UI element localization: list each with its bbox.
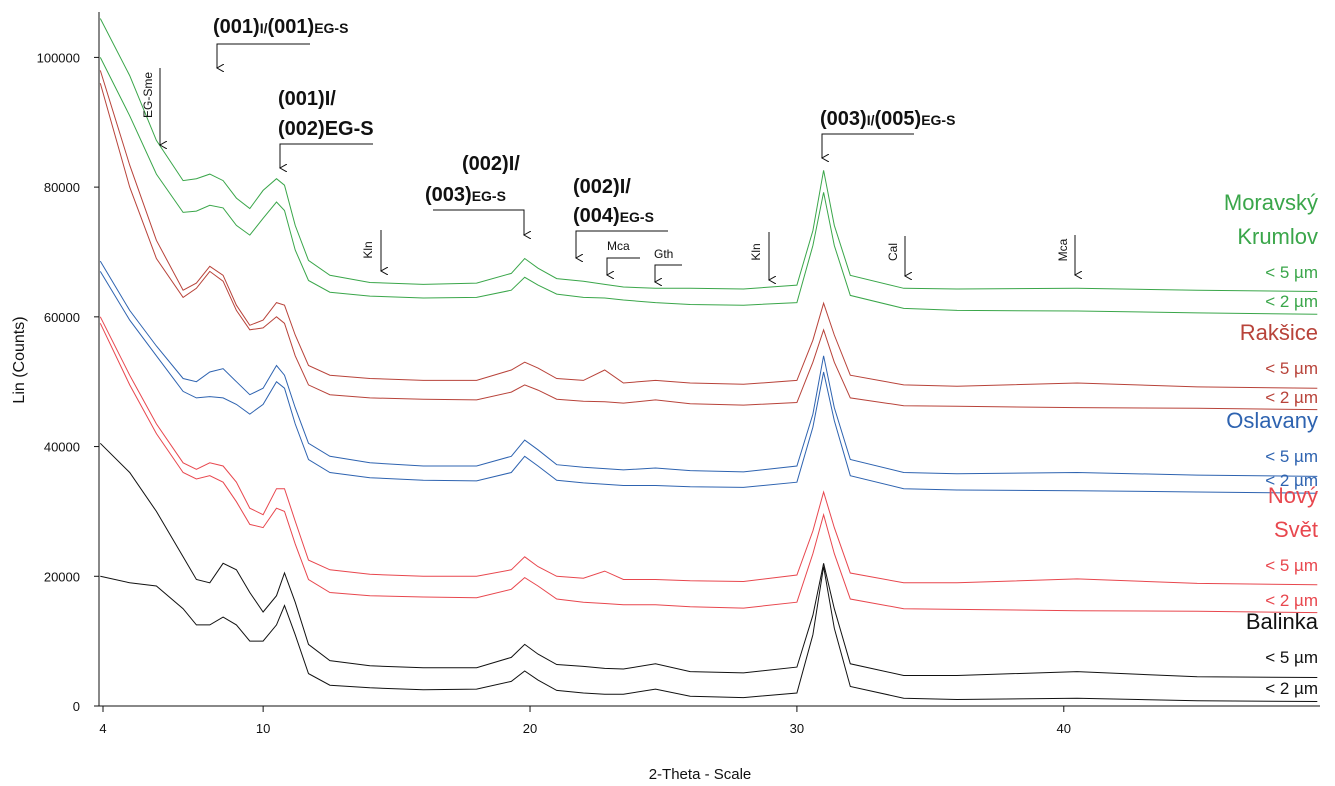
series-line: [99, 442, 1318, 678]
y-tick-label: 100000: [37, 50, 80, 65]
arrow: [822, 133, 914, 158]
series-line: [99, 316, 1318, 586]
series-line: [99, 323, 1318, 614]
marker-label: Mca: [1056, 238, 1070, 261]
arrow: [607, 257, 640, 275]
annotation-part: EG-S: [921, 112, 955, 128]
annotation-part: (005): [874, 108, 921, 130]
legend-entry: < 2 µm: [1265, 292, 1318, 312]
arrow: [576, 230, 668, 258]
y-axis-title: Lin (Counts): [11, 316, 28, 403]
annotation-part: (004): [573, 205, 620, 227]
annotation-part: EG-S: [620, 209, 654, 225]
annotation-part: EG-S: [472, 188, 506, 204]
y-tick-label: 20000: [44, 569, 80, 584]
annotation-part: (003): [820, 108, 867, 130]
series-line: [99, 271, 1318, 494]
annotation: (002)I/: [462, 153, 520, 175]
series-line: [99, 70, 1318, 389]
x-axis-title: 2-Theta - Scale: [649, 766, 752, 783]
series-line: [99, 83, 1318, 411]
legend-group: Nový Svět: [1267, 482, 1318, 542]
legend-entry: Rakšice < 5 µm: [1240, 316, 1318, 386]
annotation-part: EG-S: [314, 20, 348, 36]
x-tick-label: 30: [790, 721, 804, 736]
series-line: [99, 260, 1318, 477]
axes: 0 20000 40000 60000 80000 100000 4 10 20 30 40: [37, 12, 1320, 736]
x-tick-label: 10: [256, 721, 270, 736]
legend-series: < 5 µm: [1265, 359, 1318, 379]
marker-label: Kln: [749, 243, 763, 260]
arrow: [433, 209, 524, 235]
legend-entry: Balinka < 5 µm: [1246, 605, 1318, 675]
legend-series: < 5 µm: [1265, 555, 1318, 575]
y-tick-label: 60000: [44, 310, 80, 325]
annotation-part: (001): [267, 16, 314, 38]
plot: [99, 18, 1318, 702]
annotation: (002)EG-S: [278, 118, 374, 140]
legend-entry: Oslavany < 5 µm: [1226, 404, 1318, 474]
marker-label: Mca: [607, 239, 630, 253]
legend-entry: < 2 µm: [1265, 679, 1318, 699]
legend-group: Rakšice: [1239, 320, 1318, 346]
annotation: (002)I/: [573, 176, 631, 198]
annotation: (003)EG-S: [425, 184, 506, 206]
arrow: [655, 264, 682, 282]
annotations: (001)I/(001)EG-S (001)I/ (002)EG-S (002)…: [141, 16, 1075, 282]
legend-entry: < 2 µm: [1265, 387, 1318, 407]
annotation-part: I/: [260, 20, 268, 36]
legend-series: < 5 µm: [1265, 447, 1318, 467]
marker-label: Cal: [886, 243, 900, 261]
series-line: [99, 57, 1318, 315]
marker-label: EG-Sme: [141, 72, 155, 118]
annotation: (004)EG-S: [573, 205, 654, 227]
legend-series: < 5 µm: [1265, 648, 1318, 668]
legend-group: Balinka: [1245, 609, 1318, 635]
legend-entry: < 2 µm: [1265, 471, 1318, 491]
marker-label: Kln: [361, 241, 375, 258]
annotation-part: (003): [425, 184, 472, 206]
legend-entry: Nový Svět < 5 µm: [1265, 479, 1318, 583]
x-tick-label: 20: [523, 721, 537, 736]
legend-group: Moravský Krumlov: [1223, 189, 1318, 249]
annotation-part: (001): [213, 16, 260, 38]
marker-label: Gth: [654, 247, 673, 261]
annotation: (003)I/(005)EG-S: [820, 108, 955, 130]
y-tick-label: 40000: [44, 440, 80, 455]
y-tick-label: 80000: [44, 180, 80, 195]
y-tick-label: 0: [73, 699, 80, 714]
legend-entry: Moravský Krumlov < 5 µm: [1224, 186, 1318, 290]
legend-entry: < 2 µm: [1265, 590, 1318, 610]
legend-group: Oslavany: [1226, 408, 1318, 434]
series-line: [100, 566, 1318, 702]
series-line: [99, 18, 1318, 292]
x-tick-label: 4: [99, 721, 106, 736]
arrow: [280, 143, 373, 168]
annotation: (001)I/(001)EG-S: [213, 16, 348, 38]
x-tick-label: 40: [1057, 721, 1071, 736]
annotation: (001)I/: [278, 88, 336, 110]
legend-series: < 5 µm: [1265, 262, 1318, 282]
arrow: [217, 43, 310, 68]
annotation-part: I/: [867, 112, 875, 128]
